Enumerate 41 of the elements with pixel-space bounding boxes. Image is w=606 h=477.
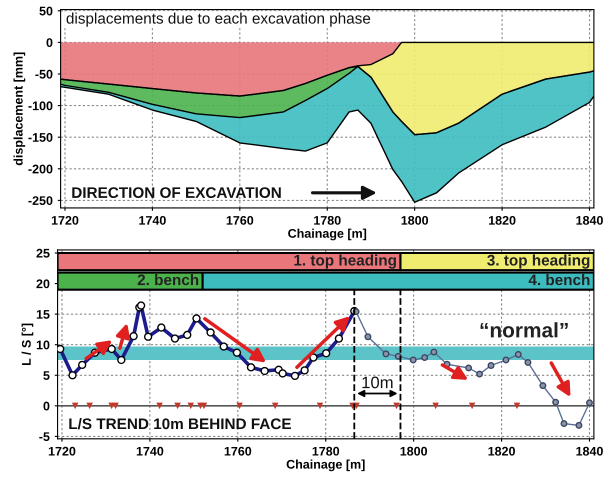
x-tick-label: 1740 — [139, 216, 166, 225]
y-tick-label: 20 — [36, 279, 50, 288]
x-tick-label: 1840 — [576, 216, 603, 225]
y-tick-label: -5 — [39, 432, 50, 442]
band-label: 2. bench — [138, 274, 198, 286]
x-tick-label: 1760 — [226, 216, 254, 225]
y-tick-label: 50 — [39, 6, 52, 16]
chart-title: displacements due to each excavation phase — [66, 12, 370, 27]
y-tick-label: -50 — [35, 70, 52, 79]
y-tick-label: 0 — [43, 402, 50, 410]
x-axis-title: Chainage [m] — [286, 460, 365, 472]
x-tick-label: 1800 — [400, 446, 428, 456]
x-tick-label: 1720 — [52, 216, 78, 225]
band-label: 1. top heading — [294, 254, 396, 269]
x-tick-label: 1780 — [312, 446, 340, 456]
y-tick-label: -150 — [28, 132, 52, 142]
annotation: L/S TREND 10m BEHIND FACE — [69, 418, 291, 430]
x-tick-label: 1840 — [576, 446, 603, 456]
annotation: DIRECTION OF EXCAVATION — [72, 187, 281, 198]
x-tick-label: 1800 — [402, 216, 428, 225]
y-tick-label: -250 — [28, 196, 52, 206]
y-tick-label: 25 — [36, 248, 50, 258]
band-label: “normal” — [480, 322, 568, 338]
y-axis-title: displacement [mm] — [14, 52, 26, 166]
y-tick-label: 15 — [36, 310, 50, 319]
x-tick-label: 1720 — [48, 446, 76, 456]
band-label: 4. bench — [528, 274, 590, 286]
y-tick-label: 10 — [36, 340, 50, 350]
y-tick-label: -200 — [28, 164, 52, 174]
band-label: 3. top heading — [487, 254, 590, 269]
x-tick-label: 1780 — [314, 216, 341, 225]
y-axis-title: L / S [°] — [22, 324, 34, 366]
y-tick-label: 0 — [46, 38, 52, 48]
x-tick-label: 1820 — [488, 216, 516, 225]
annotation: 10m — [362, 376, 392, 388]
y-tick-label: 5 — [43, 371, 50, 380]
y-tick-label: -100 — [28, 101, 52, 110]
x-tick-label: 1740 — [136, 446, 164, 456]
x-tick-label: 1820 — [488, 446, 515, 456]
x-axis-title: Chainage [m] — [288, 228, 366, 240]
x-tick-label: 1760 — [224, 446, 252, 456]
